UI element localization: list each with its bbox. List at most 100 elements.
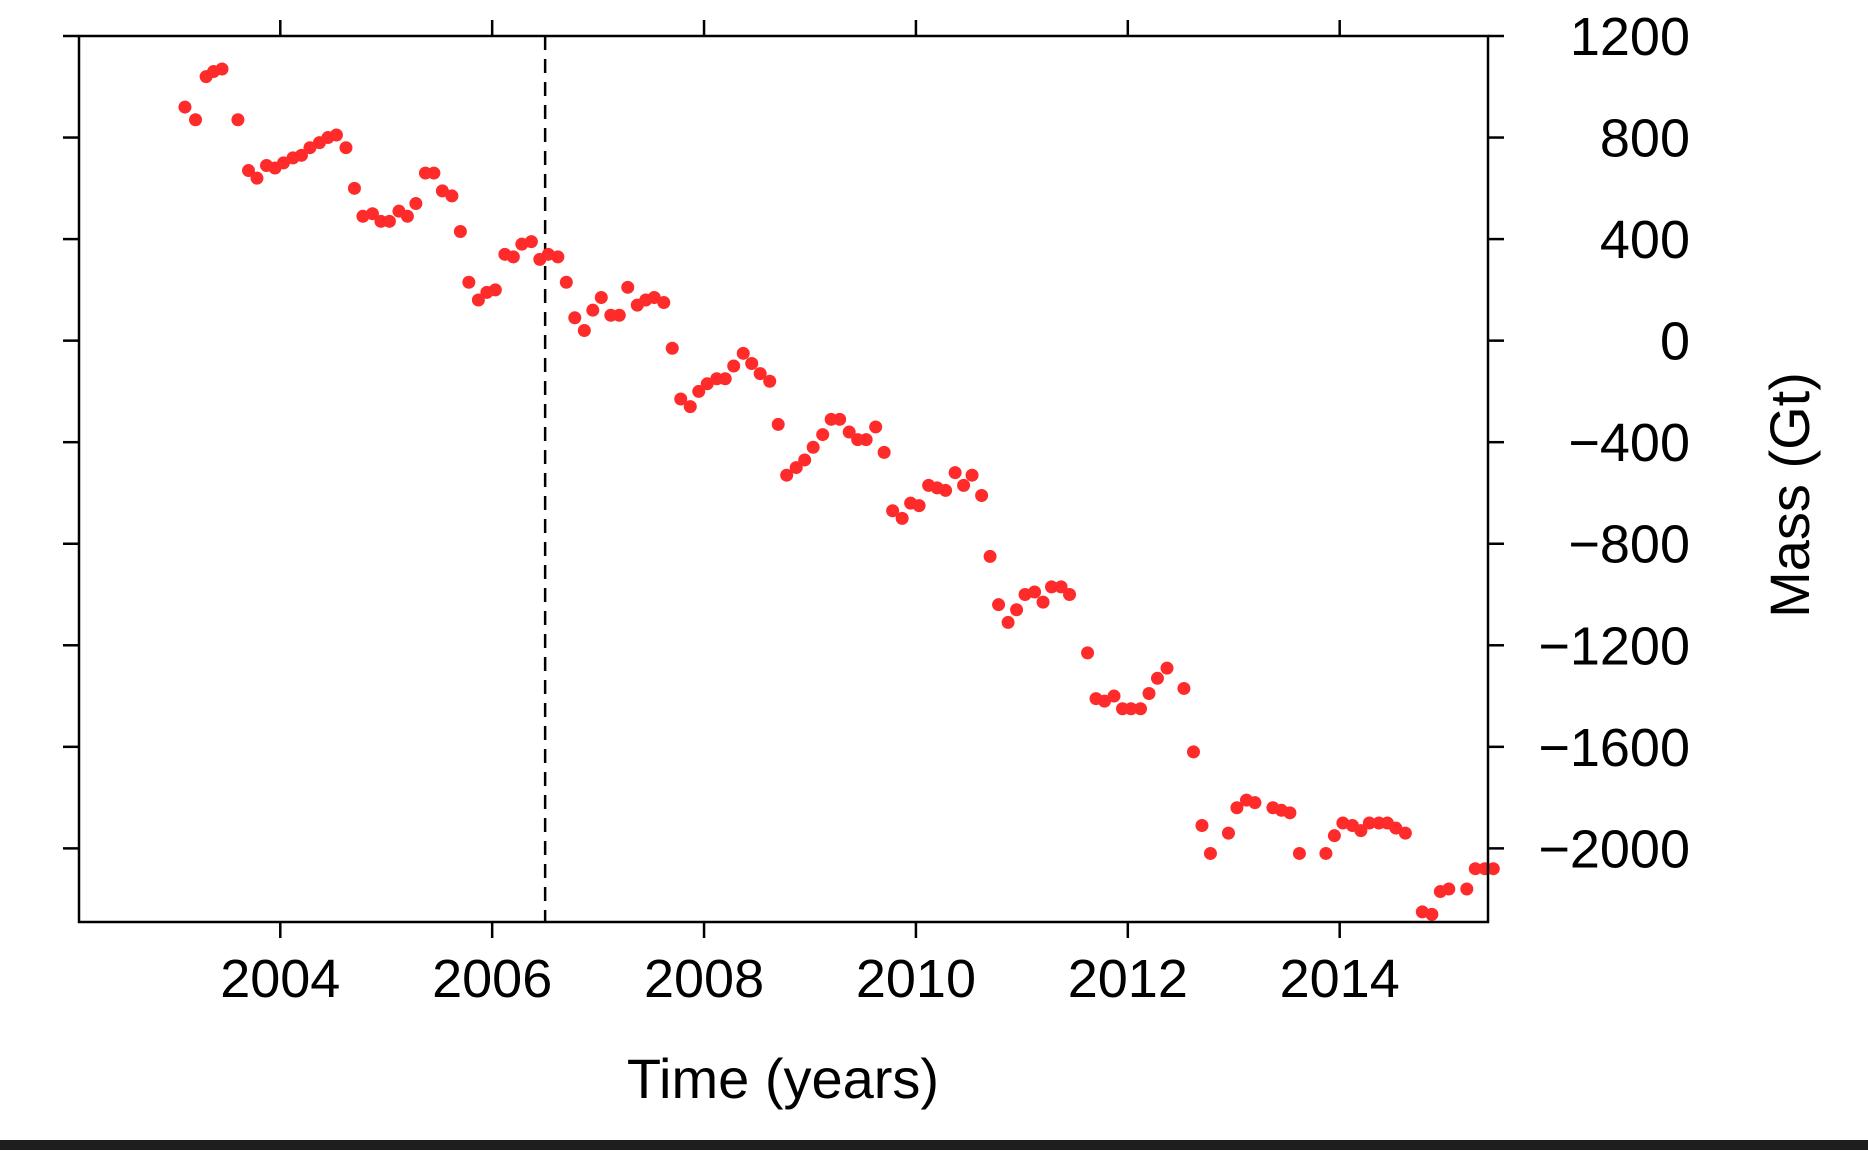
- data-point: [189, 113, 203, 127]
- y-tick-label: 0: [1660, 312, 1690, 372]
- data-point: [833, 412, 847, 426]
- data-point: [506, 250, 520, 264]
- data-point: [568, 311, 582, 325]
- data-point: [1081, 646, 1095, 660]
- data-point: [339, 141, 353, 155]
- data-point: [586, 303, 600, 317]
- data-point: [771, 417, 785, 431]
- data-point: [409, 197, 423, 211]
- plot-frame: [77, 34, 1490, 924]
- y-tick-label: −1200: [1538, 616, 1690, 676]
- data-point: [242, 164, 256, 178]
- data-point: [869, 420, 883, 434]
- data-point: [577, 323, 591, 337]
- data-point: [1054, 580, 1068, 594]
- data-point: [1468, 862, 1482, 876]
- data-point: [1177, 681, 1191, 695]
- data-point: [842, 425, 856, 439]
- x-tick-label: 2012: [1068, 949, 1188, 1009]
- data-point: [965, 468, 979, 482]
- data-point: [488, 283, 502, 297]
- data-point: [1486, 862, 1500, 876]
- data-point: [1001, 615, 1015, 629]
- data-point: [1036, 595, 1050, 609]
- data-point: [745, 356, 759, 370]
- y-tick-label: 1200: [1570, 7, 1690, 67]
- data-point: [912, 499, 926, 513]
- data-point: [1327, 829, 1341, 843]
- data-point: [798, 453, 812, 467]
- x-tick-label: 2010: [856, 949, 976, 1009]
- data-point: [231, 113, 245, 127]
- data-point: [1097, 694, 1111, 708]
- data-point: [806, 440, 820, 454]
- window-bottom-bar: [0, 1140, 1868, 1150]
- data-point: [1150, 671, 1164, 685]
- y-tick-label: −400: [1568, 413, 1690, 473]
- data-point: [674, 392, 688, 406]
- data-points: [178, 62, 1500, 921]
- data-point: [435, 184, 449, 198]
- data-point: [939, 483, 953, 497]
- data-point: [1134, 702, 1148, 716]
- data-point: [524, 235, 538, 249]
- data-point: [1142, 687, 1156, 701]
- data-point: [347, 181, 361, 195]
- y-tick-label: −2000: [1538, 819, 1690, 879]
- data-point: [1195, 819, 1209, 833]
- data-point: [303, 141, 317, 155]
- data-point: [427, 166, 441, 180]
- data-point: [551, 250, 565, 264]
- data-point: [400, 209, 414, 223]
- data-point: [1442, 882, 1456, 896]
- data-point: [886, 504, 900, 518]
- data-point: [727, 359, 741, 373]
- data-point: [1362, 816, 1376, 830]
- y-tick-labels: 1200 800 400 0 −400 −800 −1200 −1600 −2000: [1538, 7, 1690, 879]
- data-point: [877, 445, 891, 459]
- data-point: [1292, 846, 1306, 860]
- data-point: [992, 598, 1006, 612]
- y-tick-label: 800: [1600, 109, 1690, 169]
- x-tick-label: 2014: [1280, 949, 1400, 1009]
- data-point: [1028, 585, 1042, 599]
- data-point: [718, 372, 732, 386]
- data-point: [1160, 661, 1174, 675]
- data-point: [471, 293, 485, 307]
- data-point: [1010, 603, 1024, 617]
- data-point: [294, 148, 308, 162]
- data-point: [594, 290, 608, 304]
- data-point: [178, 100, 192, 114]
- x-axis-title: Time (years): [627, 1047, 939, 1110]
- data-point: [215, 62, 229, 76]
- data-point: [983, 549, 997, 563]
- y-axis-title: Mass (Gt): [1758, 372, 1821, 618]
- data-point: [1107, 689, 1121, 703]
- data-point: [1425, 907, 1439, 921]
- x-tick-label: 2008: [644, 949, 764, 1009]
- data-point: [692, 384, 706, 398]
- ticks-layer: [63, 20, 1504, 938]
- data-point: [816, 428, 830, 442]
- data-point: [1063, 588, 1077, 602]
- data-point: [647, 290, 661, 304]
- data-point: [948, 466, 962, 480]
- y-tick-label: −800: [1568, 515, 1690, 575]
- data-point: [1398, 826, 1412, 840]
- data-point: [462, 275, 476, 289]
- data-point: [250, 171, 264, 185]
- data-point: [1221, 826, 1235, 840]
- data-point: [612, 308, 626, 322]
- data-point: [657, 296, 671, 310]
- data-point: [975, 489, 989, 503]
- data-point: [365, 207, 379, 221]
- y-tick-label: −1600: [1538, 718, 1690, 778]
- y-tick-label: 400: [1600, 210, 1690, 270]
- x-tick-label: 2006: [432, 949, 552, 1009]
- data-point: [700, 377, 714, 391]
- data-point: [736, 346, 750, 360]
- data-point: [1354, 824, 1368, 838]
- data-point: [753, 367, 767, 381]
